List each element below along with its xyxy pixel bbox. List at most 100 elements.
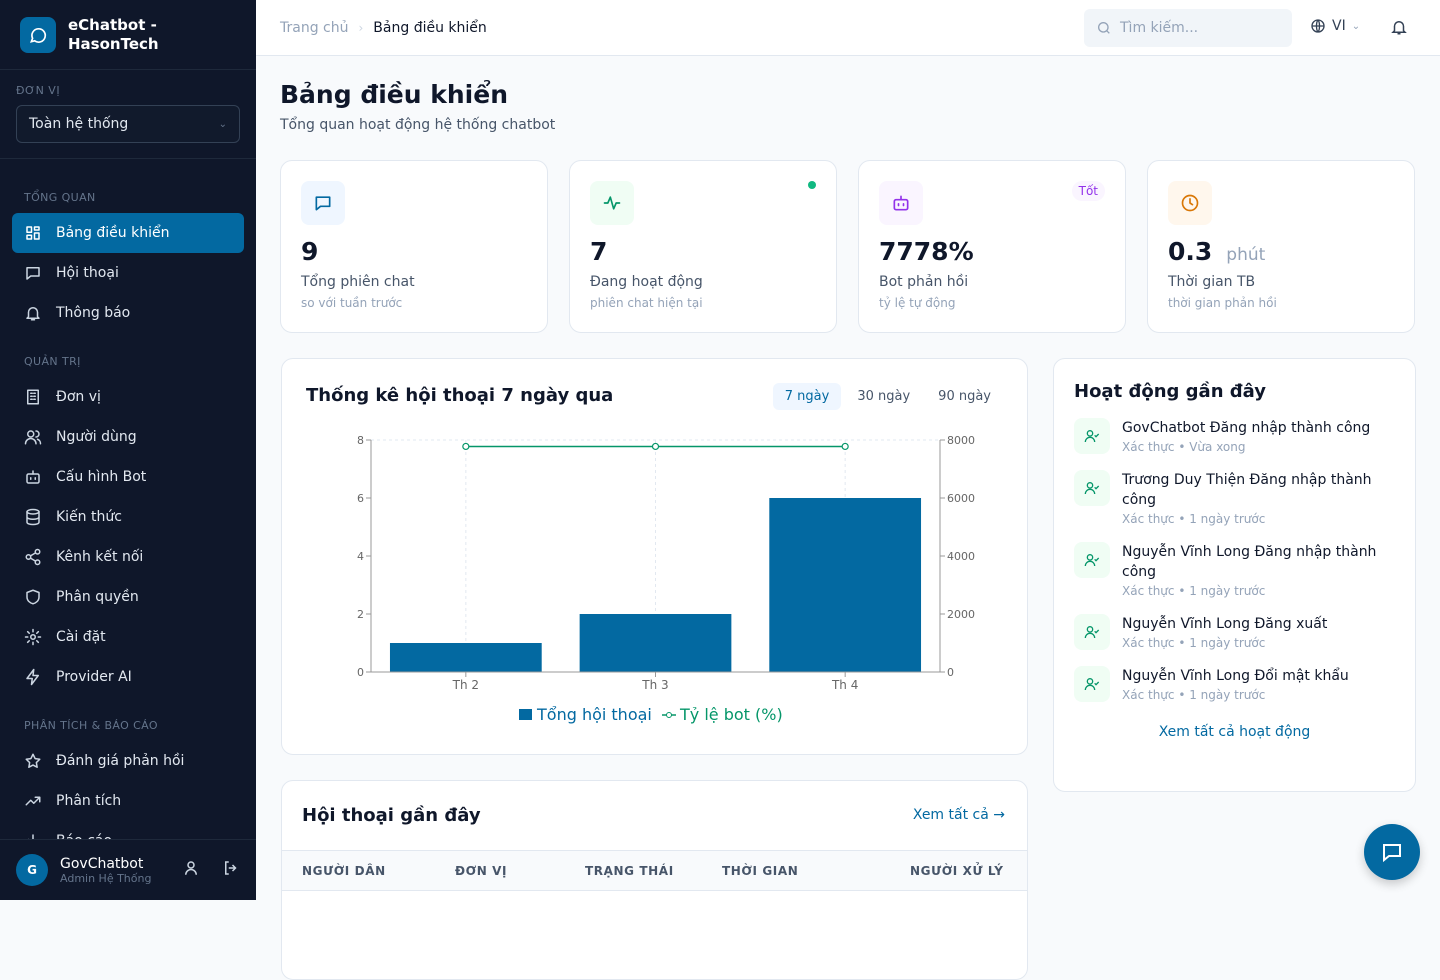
stat-value: 7 xyxy=(590,237,608,266)
conversations-title: Hội thoại gần đây xyxy=(302,805,481,826)
column-header: NGƯỜI DÂN xyxy=(302,864,386,878)
range-tab[interactable]: 30 ngày xyxy=(857,389,911,404)
activity-text: GovChatbot Đăng nhập thành công xyxy=(1122,420,1371,436)
profile-icon[interactable] xyxy=(182,859,200,881)
user-check-icon xyxy=(1074,666,1110,702)
brand: eChatbot - HasonTech xyxy=(0,0,256,70)
stat-card: 9 Tổng phiên chat so với tuần trước xyxy=(280,160,548,333)
unit-value: Toàn hệ thống xyxy=(29,116,129,132)
stat-label: Đang hoạt động xyxy=(590,274,703,290)
line-point xyxy=(462,442,470,451)
line-point xyxy=(651,442,660,451)
activity-item: Nguyễn Vĩnh Long Đổi mật khẩu Xác thực • … xyxy=(1074,666,1395,702)
stat-hint: thời gian phản hồi xyxy=(1168,296,1277,310)
trend-icon xyxy=(25,796,41,806)
sidebar-item-label: Cấu hình Bot xyxy=(56,469,147,485)
user-check-icon xyxy=(1074,418,1110,454)
y2-tick-label: 2000 xyxy=(947,608,975,621)
activity-item: Nguyễn Vĩnh Long Đăng xuất Xác thực • 1 n… xyxy=(1074,614,1395,650)
sidebar-item-label: Provider AI xyxy=(56,669,132,685)
stat-label: Tổng phiên chat xyxy=(301,274,415,290)
stat-value: 9 xyxy=(301,237,319,266)
sidebar-item-label: Thông báo xyxy=(56,305,131,321)
line-point xyxy=(841,442,849,451)
bar xyxy=(389,643,542,672)
activity-title: Hoạt động gần đây xyxy=(1074,381,1266,402)
sidebar-item[interactable]: Đánh giá phản hồi xyxy=(12,741,244,781)
chevron-down-icon: ⌄ xyxy=(218,118,227,130)
notification-bell-icon[interactable] xyxy=(1390,18,1408,40)
breadcrumb-home[interactable]: Trang chủ xyxy=(280,19,349,36)
sidebar-item[interactable]: Cài đặt xyxy=(12,617,244,657)
building-icon xyxy=(27,389,39,405)
unit-select[interactable]: Toàn hệ thống ⌄ xyxy=(16,105,240,143)
activity-item: Trương Duy Thiện Đăng nhập thành công Xác… xyxy=(1074,470,1395,526)
sidebar-item[interactable]: Provider AI xyxy=(12,657,244,697)
unit-label: ĐƠN VỊ xyxy=(16,84,61,97)
activity-category: Xác thực xyxy=(1122,688,1175,702)
stat-icon xyxy=(590,181,634,225)
zap-icon xyxy=(26,668,39,686)
sidebar-item[interactable]: Kênh kết nối xyxy=(12,537,244,577)
sidebar-item[interactable]: Kiến thức xyxy=(12,497,244,537)
activity-item: Nguyễn Vĩnh Long Đăng nhập thành công Xác… xyxy=(1074,542,1395,598)
chat-icon xyxy=(26,267,40,280)
recent-conversations-card: Hội thoại gần đây Xem tất cả → NGƯỜI DÂN… xyxy=(281,780,1028,980)
sidebar-item[interactable]: Phân quyền xyxy=(12,577,244,617)
language-select[interactable]: VI ⌄ xyxy=(1310,18,1360,34)
x-tick-label: Th 2 xyxy=(452,678,479,692)
database-icon xyxy=(26,508,40,526)
chat-support-button[interactable] xyxy=(1364,824,1420,880)
chat-icon xyxy=(1383,844,1401,863)
activity-text: Nguyễn Vĩnh Long Đăng xuất xyxy=(1122,616,1328,632)
sidebar-item[interactable]: Hội thoại xyxy=(12,253,244,293)
chart-card: Thống kê hội thoại 7 ngày qua 7 ngày 30 n… xyxy=(281,358,1028,755)
search-input[interactable]: Tìm kiếm... xyxy=(1084,9,1292,47)
globe-icon xyxy=(1311,19,1325,33)
y-tick-label: 0 xyxy=(357,666,364,679)
activity-time: 1 ngày trước xyxy=(1189,636,1266,650)
logo-chat-icon xyxy=(20,16,56,53)
users-icon xyxy=(24,430,42,445)
star-icon xyxy=(25,753,41,768)
sidebar-item[interactable]: Người dùng xyxy=(12,417,244,457)
status-badge: Tốt xyxy=(1071,181,1105,201)
chart: 0 2 4 6 8 0 2000 4000 6000 8000 Th 2 Th 3 Th 4 Tổng h… xyxy=(357,434,975,724)
y-tick-label: 2 xyxy=(357,608,364,621)
range-tab[interactable]: 7 ngày xyxy=(772,383,842,410)
column-header: TRẠNG THÁI xyxy=(585,864,674,878)
user-check-icon xyxy=(1074,614,1110,650)
sidebar-item[interactable]: Thông báo xyxy=(12,293,244,333)
activity-time: 1 ngày trước xyxy=(1189,512,1266,526)
sidebar-item-label: Phân tích xyxy=(56,793,122,809)
legend-line-marker xyxy=(666,712,672,718)
breadcrumb-current: Bảng điều khiển xyxy=(373,19,487,36)
view-all-conversations-link[interactable]: Xem tất cả → xyxy=(913,807,1005,823)
stat-card: 0.3 phút Thời gian TB thời gian phản hồi xyxy=(1147,160,1415,333)
logout-icon[interactable] xyxy=(222,859,240,881)
main-content: Bảng điều khiển Tổng quan hoạt động hệ t… xyxy=(280,56,1416,980)
sidebar-item[interactable]: Phân tích xyxy=(12,781,244,821)
sidebar-item[interactable]: Đơn vị xyxy=(12,377,244,417)
sidebar-item[interactable]: Cấu hình Bot xyxy=(12,457,244,497)
search-placeholder: Tìm kiếm... xyxy=(1120,20,1199,36)
activity-time: 1 ngày trước xyxy=(1189,688,1266,702)
sidebar-section-title: TỔNG QUAN xyxy=(24,190,96,204)
sidebar-item[interactable]: Bảng điều khiển xyxy=(12,213,244,253)
y2-tick-label: 8000 xyxy=(947,434,975,447)
stat-hint: so với tuần trước xyxy=(301,296,403,310)
page-title: Bảng điều khiển xyxy=(280,80,508,109)
stat-card: Tốt 7778% Bot phản hồi tỷ lệ tự động xyxy=(858,160,1126,333)
breadcrumb-separator: › xyxy=(358,20,364,35)
y2-tick-label: 6000 xyxy=(947,492,975,505)
pulse-icon xyxy=(603,196,621,210)
user-role: Admin Hệ Thống xyxy=(60,871,152,885)
view-all-activity-link[interactable]: Xem tất cả hoạt động xyxy=(1158,724,1311,740)
activity-text: Nguyễn Vĩnh Long Đổi mật khẩu xyxy=(1122,668,1349,684)
activity-category: Xác thực xyxy=(1122,636,1175,650)
x-tick-label: Th 4 xyxy=(831,678,858,692)
sidebar-item-label: Đánh giá phản hồi xyxy=(56,753,185,769)
y2-tick-label: 0 xyxy=(947,666,954,679)
legend-line-label: Tỷ lệ bot (%) xyxy=(679,705,783,724)
range-tab[interactable]: 90 ngày xyxy=(938,389,991,404)
